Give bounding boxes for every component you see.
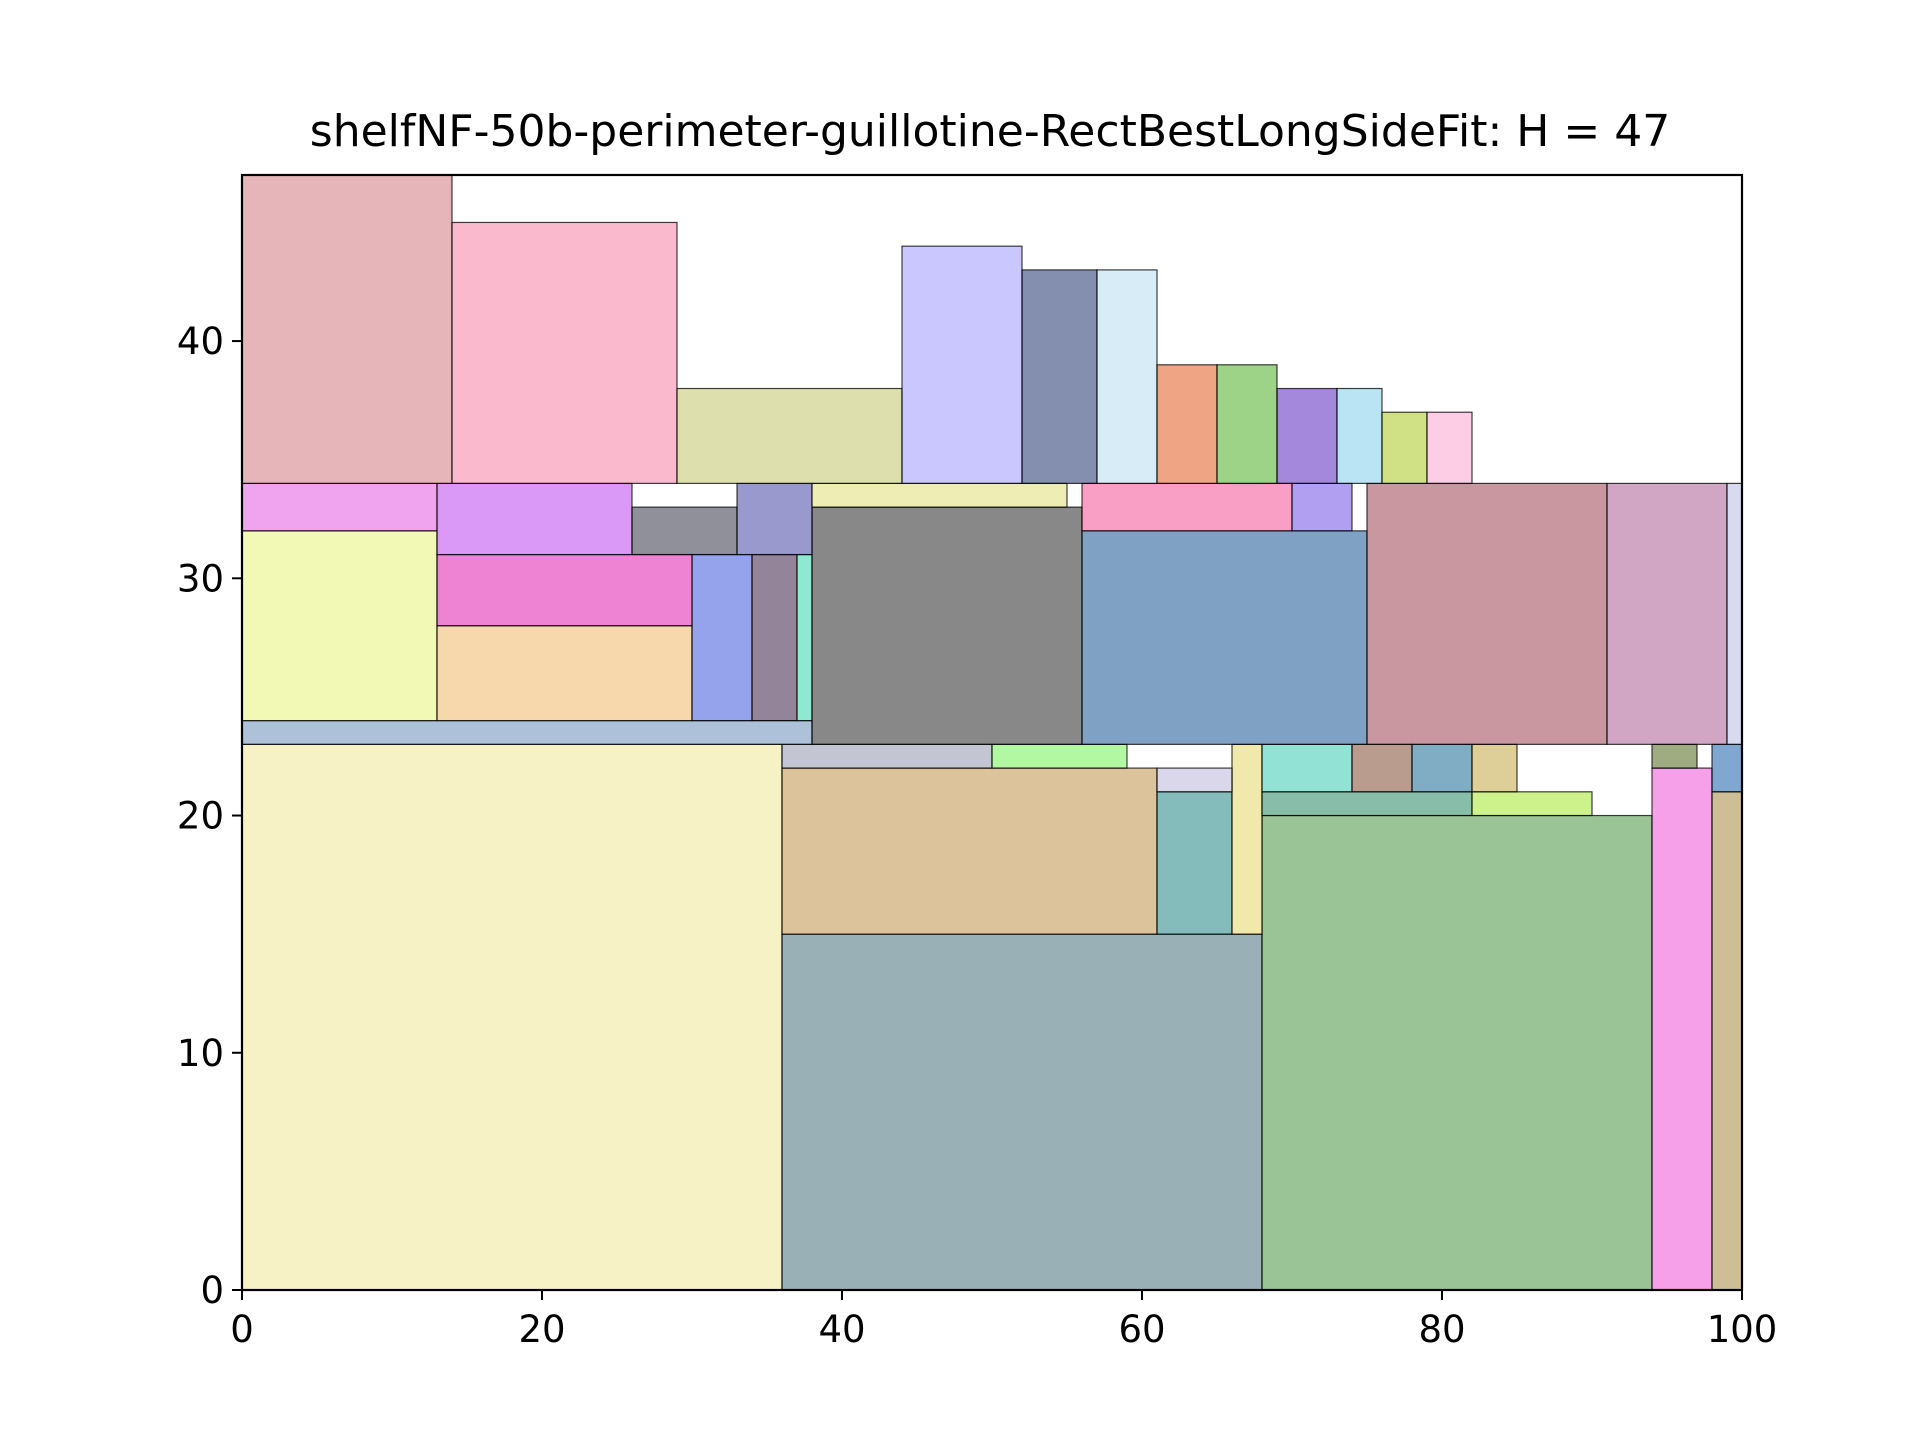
packed-rect-7 — [1231, 743, 1263, 935]
packed-rect-38 — [241, 174, 453, 485]
packed-rect-5 — [781, 767, 1158, 935]
packed-rect-37 — [1291, 482, 1353, 532]
packed-rect-10 — [1156, 767, 1233, 793]
packed-rect-18 — [991, 743, 1128, 769]
packed-rect-24 — [796, 553, 813, 722]
packed-rect-0 — [241, 743, 783, 1291]
packed-rect-1 — [781, 933, 1263, 1291]
packed-rect-40 — [676, 387, 903, 485]
packed-rect-25 — [811, 506, 1083, 745]
packed-rect-13 — [1411, 743, 1473, 793]
packed-rect-20 — [241, 530, 438, 722]
x-tick-label-1: 20 — [518, 1308, 565, 1351]
y-tick-label-1: 10 — [177, 1032, 224, 1075]
x-tick-label-5: 100 — [1707, 1308, 1778, 1351]
x-tick-label-4: 80 — [1418, 1308, 1465, 1351]
packed-rect-11 — [1261, 743, 1353, 793]
packed-rect-42 — [1021, 269, 1098, 485]
packed-rect-45 — [1216, 364, 1278, 485]
packed-rect-28 — [1606, 482, 1728, 745]
packed-rect-26 — [1081, 530, 1368, 745]
x-tick-label-3: 60 — [1118, 1308, 1165, 1351]
x-tick-label-0: 0 — [230, 1308, 254, 1351]
y-tick-label-0: 0 — [200, 1269, 224, 1312]
packed-rect-36 — [1081, 482, 1293, 532]
packed-rect-33 — [631, 506, 738, 556]
packed-rect-8 — [1261, 791, 1473, 817]
packed-rect-32 — [436, 482, 633, 556]
packed-rect-2 — [1261, 814, 1653, 1291]
packed-rectangles — [241, 174, 1743, 1291]
packed-rect-17 — [781, 743, 993, 769]
chart-title: shelfNF-50b-perimeter-guillotine-RectBes… — [310, 106, 1670, 157]
y-tick-label-2: 20 — [177, 795, 224, 838]
packed-rect-19 — [241, 720, 813, 745]
packed-rect-43 — [1096, 269, 1158, 485]
y-tick-label-4: 40 — [177, 320, 224, 363]
packed-rect-35 — [811, 482, 1068, 508]
packed-rect-6 — [1156, 791, 1233, 935]
y-axis: 0 10 20 30 40 — [177, 320, 242, 1312]
packed-rect-14 — [1471, 743, 1518, 793]
packed-rect-34 — [736, 482, 813, 556]
packed-rect-15 — [1651, 743, 1698, 769]
packed-rect-46 — [1276, 387, 1338, 485]
packed-rect-9 — [1471, 791, 1593, 817]
packed-rect-31 — [241, 482, 438, 532]
packed-rect-21 — [436, 625, 693, 722]
packed-rect-47 — [1336, 387, 1383, 485]
packed-rect-30 — [436, 553, 693, 627]
packed-rect-16 — [1711, 743, 1743, 793]
plot-area-frame — [240, 173, 1744, 1292]
packed-rect-44 — [1156, 364, 1218, 485]
packed-rect-12 — [1351, 743, 1413, 793]
packed-rect-22 — [691, 553, 753, 722]
packed-rect-3 — [1651, 767, 1713, 1291]
packed-rect-49 — [1426, 411, 1473, 485]
x-axis: 0 20 40 60 80 100 — [230, 1290, 1777, 1351]
packed-rect-23 — [751, 553, 798, 722]
y-tick-label-3: 30 — [177, 557, 224, 600]
packed-rect-27 — [1366, 482, 1608, 745]
packed-rect-29 — [1726, 482, 1743, 745]
x-tick-label-2: 40 — [818, 1308, 865, 1351]
packed-rect-48 — [1381, 411, 1428, 485]
packed-rect-39 — [451, 221, 678, 485]
packed-rect-41 — [901, 245, 1023, 485]
packed-rect-4 — [1711, 791, 1743, 1291]
